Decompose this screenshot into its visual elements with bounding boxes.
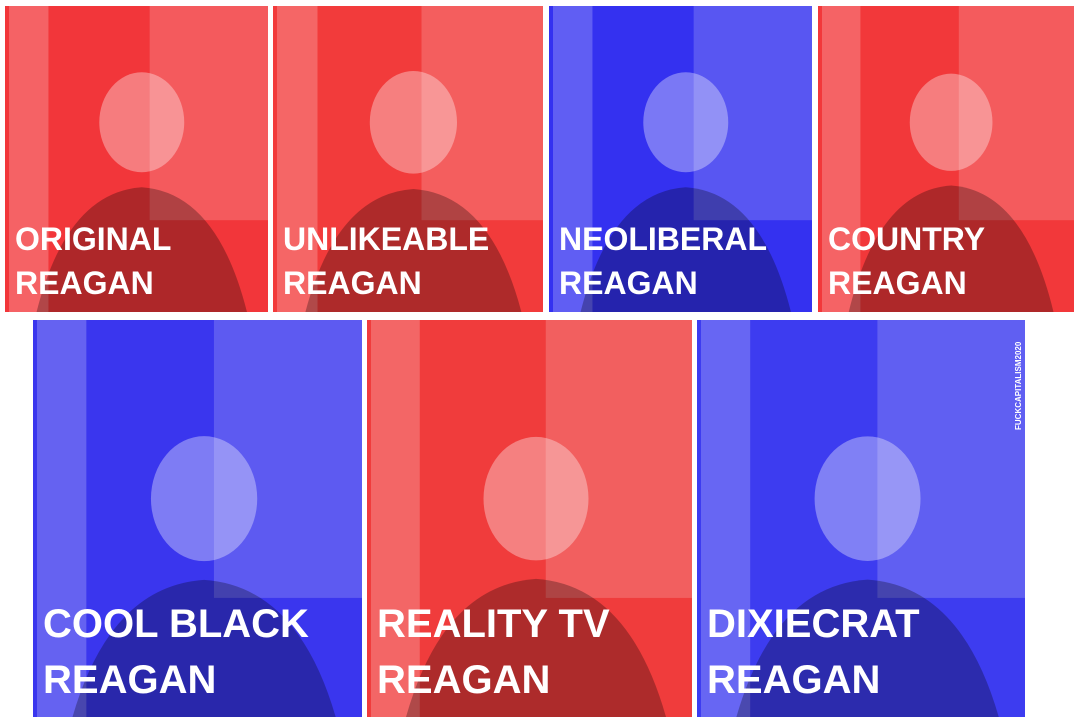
caption-line: ORIGINAL <box>15 221 171 257</box>
caption-line: REAGAN <box>377 658 550 702</box>
caption-line: REAGAN <box>283 265 422 301</box>
person-head <box>483 436 589 561</box>
panel-background <box>549 6 812 312</box>
panel: COUNTRY REAGAN <box>818 6 1074 312</box>
flag-stripe <box>701 320 751 717</box>
panel-backdrop <box>877 320 1025 598</box>
panel: DIXIECRAT REAGAN <box>697 320 1025 717</box>
panel-background <box>273 6 543 312</box>
flag-stripe <box>37 320 87 717</box>
caption-line: NEOLIBERAL <box>559 221 767 257</box>
panel-backdrop <box>545 320 692 598</box>
panel-background <box>697 320 1025 717</box>
person-body <box>305 188 522 312</box>
caption-line: COUNTRY <box>828 221 985 257</box>
panel: ORIGINAL REAGAN <box>5 6 268 312</box>
person-head <box>814 436 921 561</box>
watermark: FUCKCAPITALISM2020 <box>1014 341 1023 430</box>
caption-line: REAGAN <box>43 658 216 702</box>
flag-stripe <box>277 6 318 312</box>
caption-line: REAGAN <box>559 265 698 301</box>
panel-backdrop <box>693 6 812 221</box>
caption-line: REALITY TV <box>377 602 610 646</box>
flag-stripe <box>553 6 593 312</box>
person-body <box>848 185 1054 312</box>
panel: UNLIKEABLE REAGAN <box>273 6 543 312</box>
person-body <box>580 187 791 312</box>
caption-line: COOL BLACK <box>43 602 309 646</box>
caption-line: DIXIECRAT <box>707 602 920 646</box>
panel: REALITY TV REAGAN <box>367 320 692 717</box>
person-head <box>643 72 729 173</box>
panel-background <box>33 320 362 717</box>
person-body <box>406 578 666 717</box>
flag-stripe <box>371 320 420 717</box>
person-body <box>736 579 999 717</box>
panel-background <box>367 320 692 717</box>
caption-line: REAGAN <box>828 265 967 301</box>
person-body <box>72 579 336 717</box>
panel-backdrop <box>958 6 1074 221</box>
person-head <box>369 70 458 174</box>
panel: COOL BLACK REAGAN <box>33 320 362 717</box>
caption-line: UNLIKEABLE <box>283 221 489 257</box>
panel-background <box>5 6 268 312</box>
panel-backdrop <box>149 6 268 221</box>
person-head <box>909 73 993 171</box>
person-head <box>150 436 258 562</box>
caption-line: REAGAN <box>15 265 154 301</box>
panel: NEOLIBERAL REAGAN <box>549 6 812 312</box>
caption-line: REAGAN <box>707 658 880 702</box>
flag-stripe <box>9 6 49 312</box>
panel-backdrop <box>421 6 543 221</box>
panel-background <box>818 6 1074 312</box>
panel-backdrop <box>213 320 362 598</box>
flag-stripe <box>822 6 861 312</box>
person-head <box>99 72 185 173</box>
person-body <box>36 187 247 312</box>
